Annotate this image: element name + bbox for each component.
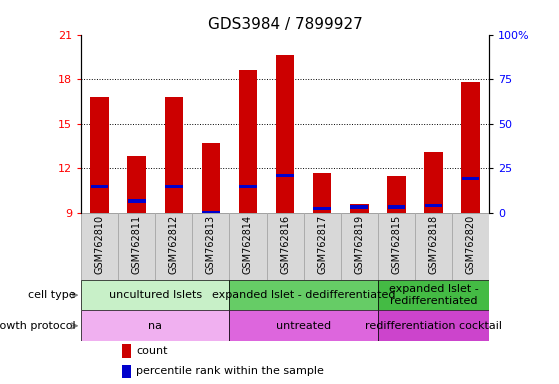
- Bar: [81, 213, 118, 280]
- Bar: [192, 213, 229, 280]
- Bar: [350, 205, 368, 209]
- Bar: [314, 207, 331, 210]
- Text: cell type: cell type: [28, 290, 75, 300]
- Text: GSM762810: GSM762810: [94, 215, 105, 274]
- Text: na: na: [148, 321, 162, 331]
- Bar: [81, 280, 229, 311]
- Bar: [424, 152, 443, 213]
- Bar: [276, 55, 295, 213]
- Bar: [239, 70, 257, 213]
- Bar: [164, 97, 183, 213]
- Text: growth protocol: growth protocol: [0, 321, 75, 331]
- Text: uncultured Islets: uncultured Islets: [108, 290, 202, 300]
- Bar: [122, 344, 131, 358]
- Bar: [202, 143, 220, 213]
- Bar: [202, 211, 220, 215]
- Bar: [462, 177, 480, 180]
- Text: GSM762820: GSM762820: [466, 215, 476, 274]
- Text: redifferentiation cocktail: redifferentiation cocktail: [365, 321, 502, 331]
- Bar: [425, 204, 442, 207]
- Text: GSM762813: GSM762813: [206, 215, 216, 274]
- Bar: [165, 185, 183, 188]
- Text: GSM762814: GSM762814: [243, 215, 253, 274]
- Text: GSM762815: GSM762815: [391, 215, 401, 274]
- Text: count: count: [136, 346, 168, 356]
- Bar: [267, 213, 304, 280]
- Bar: [122, 364, 131, 378]
- Bar: [313, 173, 331, 213]
- Bar: [378, 280, 489, 311]
- Text: GSM762816: GSM762816: [280, 215, 290, 274]
- Text: GSM762819: GSM762819: [354, 215, 364, 274]
- Bar: [118, 213, 155, 280]
- Bar: [415, 213, 452, 280]
- Text: expanded Islet - dedifferentiated: expanded Islet - dedifferentiated: [212, 290, 395, 300]
- Bar: [229, 311, 378, 341]
- Text: GSM762812: GSM762812: [169, 215, 179, 274]
- Bar: [276, 174, 294, 177]
- Bar: [127, 156, 146, 213]
- Bar: [91, 185, 108, 188]
- Title: GDS3984 / 7899927: GDS3984 / 7899927: [208, 17, 362, 32]
- Bar: [461, 82, 480, 213]
- Bar: [239, 185, 257, 188]
- Bar: [452, 213, 489, 280]
- Bar: [350, 204, 368, 213]
- Text: GSM762811: GSM762811: [132, 215, 141, 274]
- Text: percentile rank within the sample: percentile rank within the sample: [136, 366, 324, 376]
- Text: untreated: untreated: [276, 321, 331, 331]
- Bar: [128, 199, 145, 203]
- Bar: [341, 213, 378, 280]
- Bar: [229, 280, 378, 311]
- Text: GSM762817: GSM762817: [317, 215, 327, 274]
- Bar: [387, 205, 405, 209]
- Bar: [91, 97, 109, 213]
- Bar: [387, 176, 406, 213]
- Text: GSM762818: GSM762818: [429, 215, 438, 274]
- Bar: [304, 213, 341, 280]
- Bar: [378, 213, 415, 280]
- Bar: [378, 311, 489, 341]
- Bar: [229, 213, 267, 280]
- Bar: [81, 311, 229, 341]
- Text: expanded Islet -
redifferentiated: expanded Islet - redifferentiated: [389, 285, 479, 306]
- Bar: [155, 213, 192, 280]
